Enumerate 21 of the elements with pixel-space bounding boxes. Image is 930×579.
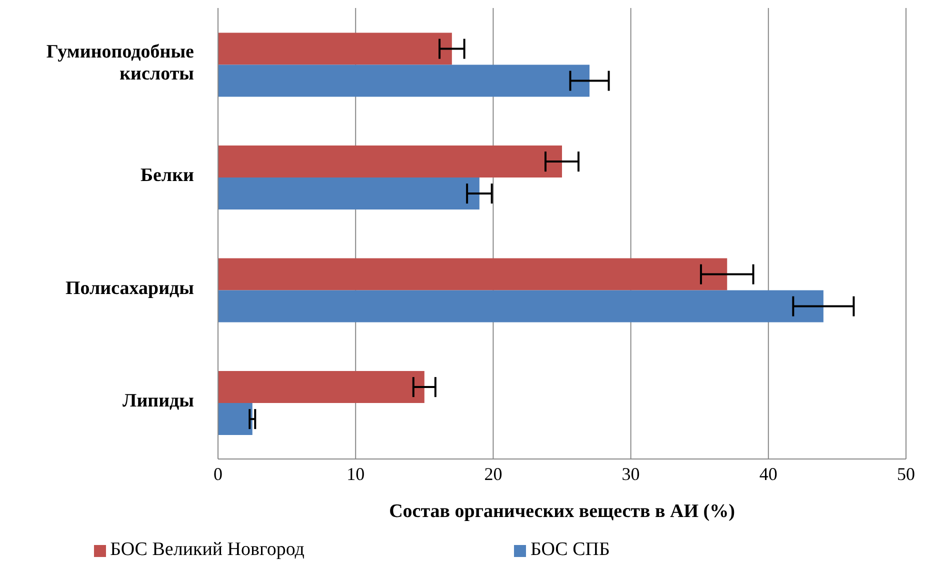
- y-tick-label: Белки: [140, 165, 194, 186]
- bar: [218, 178, 480, 210]
- legend-label: БОС СПБ: [530, 539, 610, 560]
- y-tick-label: Гуминоподобные кислоты: [46, 42, 194, 85]
- x-tick-label: 40: [759, 464, 778, 484]
- x-tick-label: 20: [484, 464, 502, 484]
- legend-label: БОС Великий Новгород: [110, 539, 304, 560]
- bar: [218, 32, 452, 65]
- y-tick-label: Липиды: [122, 390, 194, 412]
- x-tick-label: 0: [214, 464, 222, 484]
- y-tick-label: Полисахариды: [65, 278, 194, 300]
- bar: [218, 64, 590, 97]
- x-tick-label: 10: [346, 464, 365, 484]
- x-tick-label: 30: [622, 464, 640, 484]
- bar: [218, 290, 824, 322]
- bar: [218, 403, 252, 436]
- x-tick-label: 50: [897, 464, 915, 484]
- bar: [218, 258, 728, 290]
- bar: [218, 146, 562, 178]
- bar: [218, 371, 424, 404]
- x-axis-title: Состав органических веществ в АИ (%): [389, 501, 735, 522]
